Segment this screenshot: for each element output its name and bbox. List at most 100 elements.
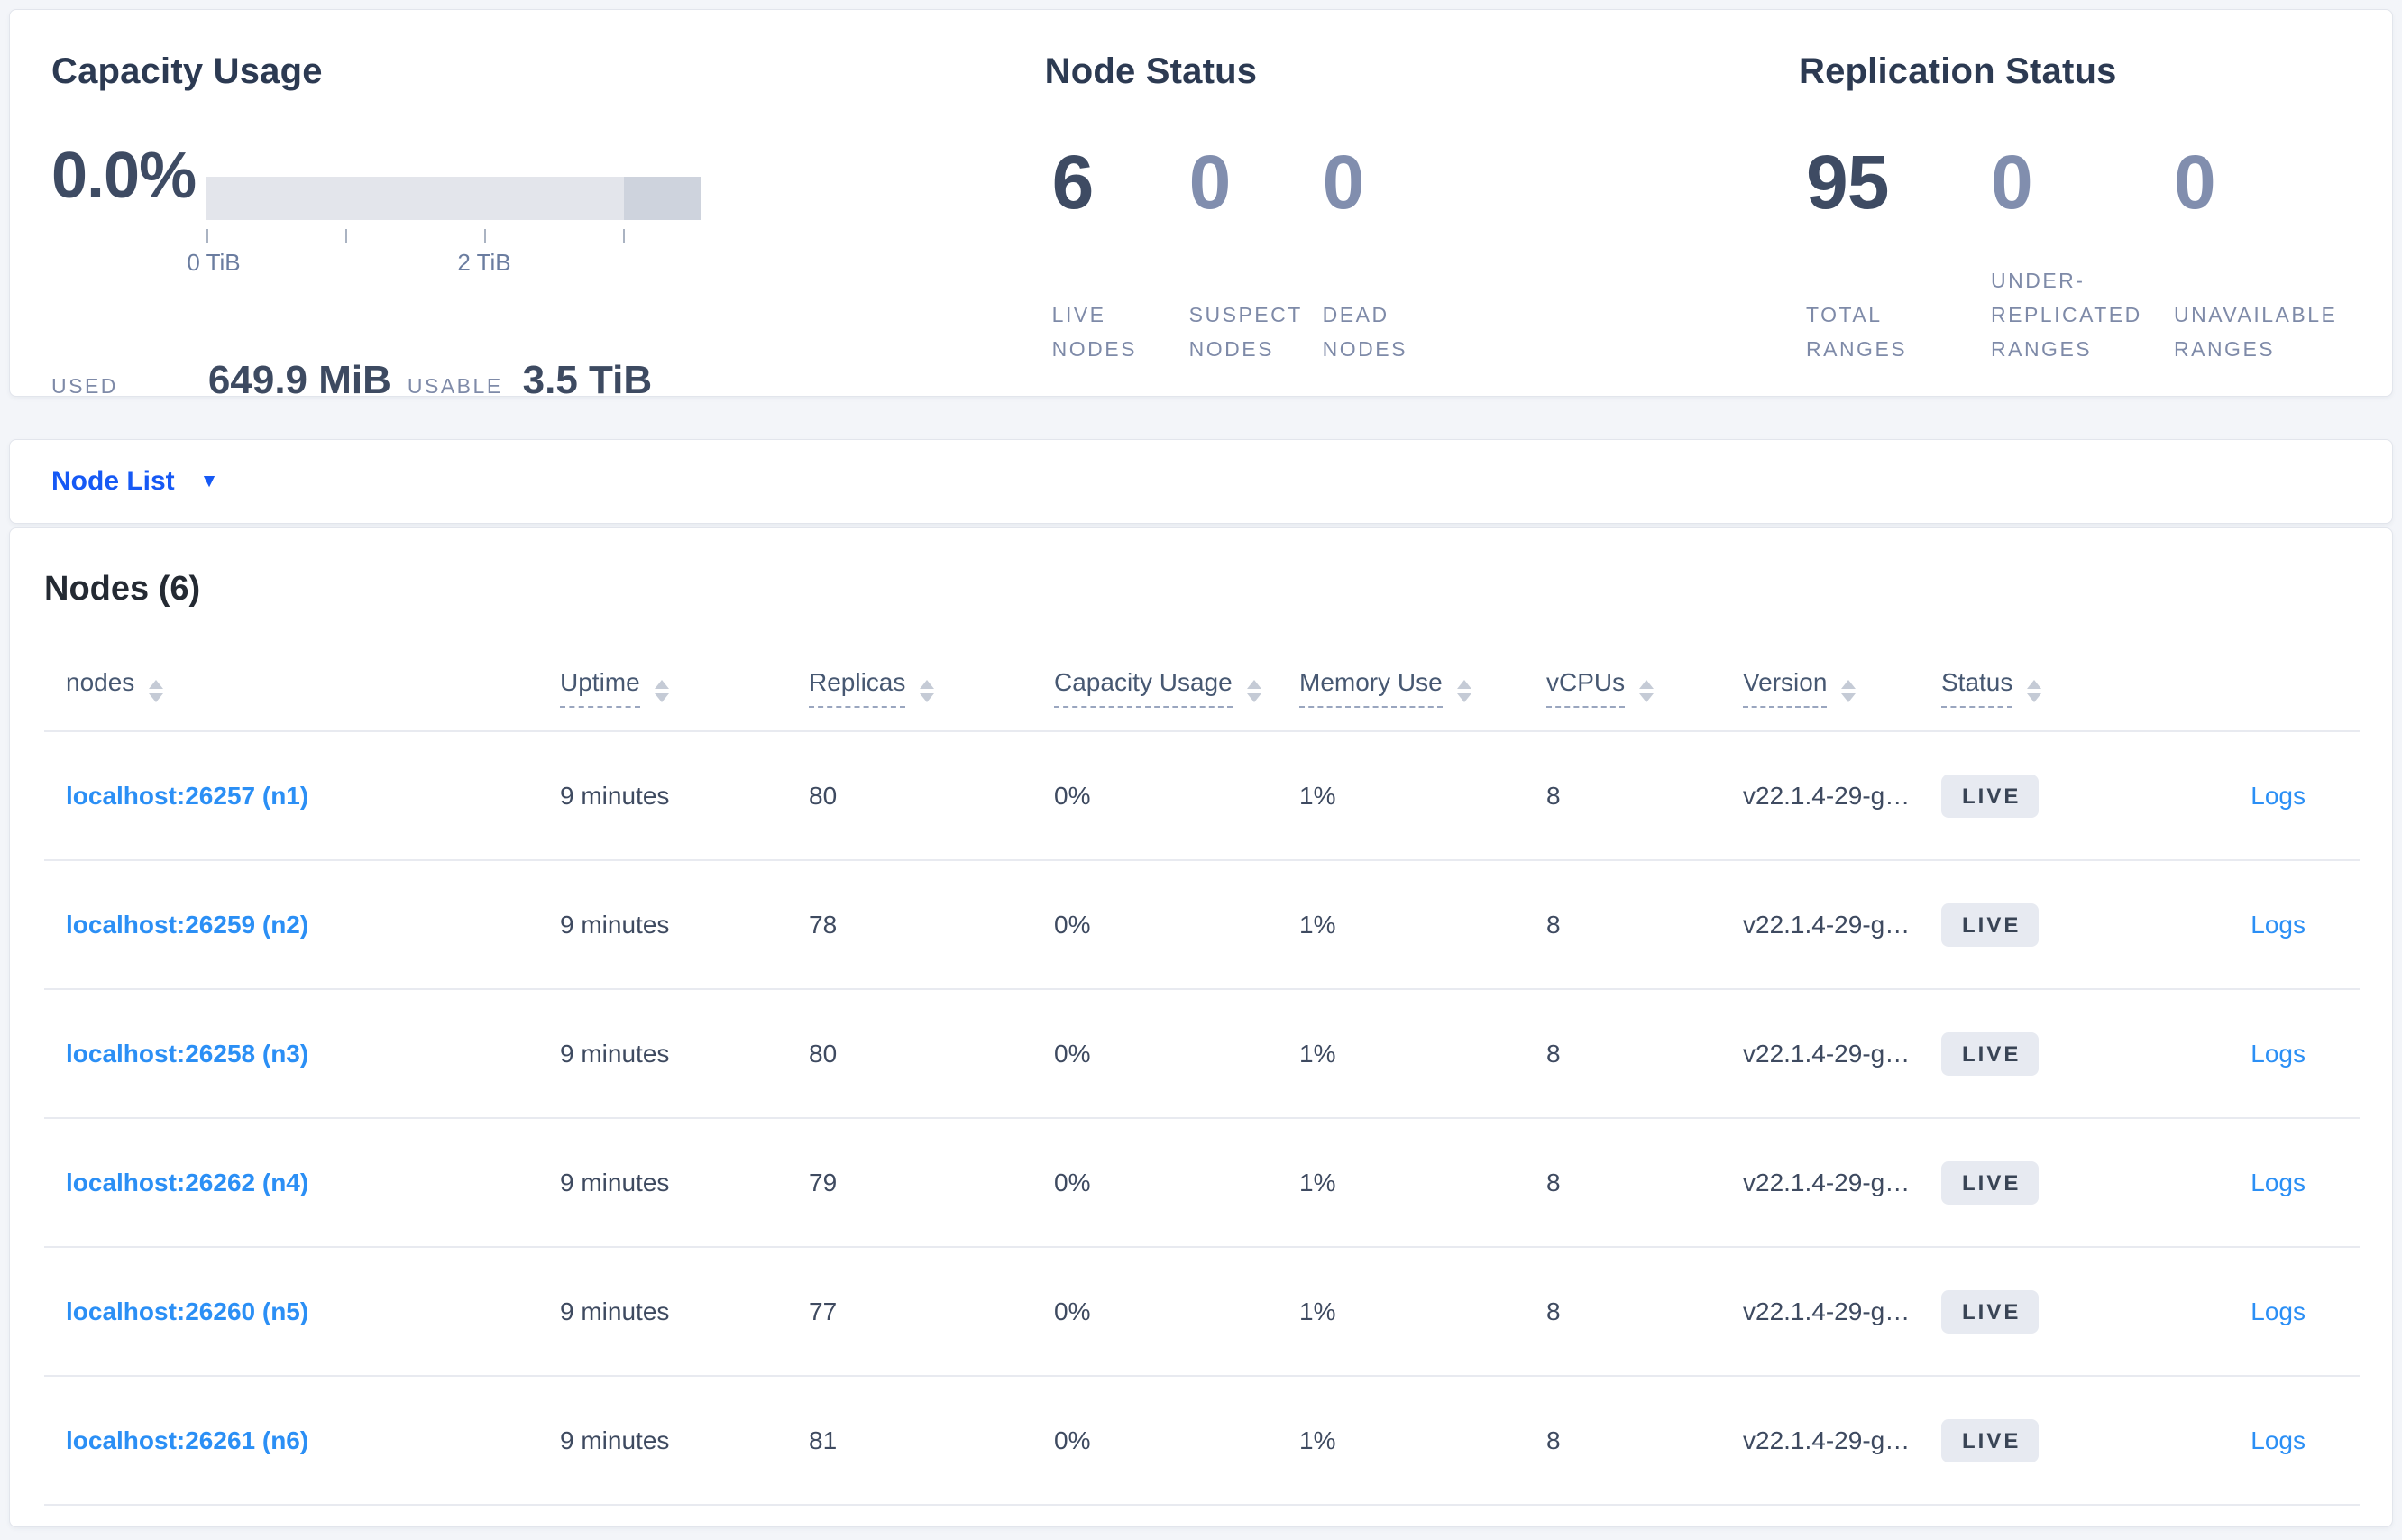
- status-badge: LIVE: [1941, 1160, 2040, 1205]
- replicas-cell: 78: [787, 860, 1032, 990]
- node-status-title: Node Status: [1044, 51, 1258, 91]
- axis-tick-label: 0 TiB: [187, 249, 241, 276]
- table-row: localhost:26259 (n2) 9 minutes 78 0% 1% …: [44, 860, 2360, 990]
- replication-status-title: Replication Status: [1799, 51, 2117, 91]
- node-link[interactable]: localhost:26260 (n5): [66, 1297, 309, 1325]
- axis-tick: [345, 229, 347, 243]
- node-link[interactable]: localhost:26261 (n6): [66, 1425, 309, 1454]
- version-cell: v22.1.4-29-g…: [1721, 1376, 1920, 1506]
- sort-icon: [149, 679, 164, 702]
- usable-value: 3.5 TiB: [522, 358, 653, 402]
- capacity-bar-chart: 0 TiB 2 TiB: [187, 142, 701, 287]
- version-cell: v22.1.4-29-g…: [1721, 1118, 1920, 1248]
- total-ranges-value: 95: [1806, 140, 1889, 225]
- replicas-cell: 79: [787, 1118, 1032, 1248]
- uptime-cell: 9 minutes: [538, 860, 787, 990]
- live-nodes-label: LIVE NODES: [1051, 303, 1137, 361]
- vcpus-cell: 8: [1525, 1118, 1721, 1248]
- dead-nodes-metric: 0 DEAD NODES: [1316, 142, 1451, 366]
- capacity-cell: 0%: [1032, 1247, 1278, 1377]
- node-link[interactable]: localhost:26262 (n4): [66, 1168, 309, 1196]
- capacity-cell: 0%: [1032, 989, 1278, 1119]
- logs-link[interactable]: Logs: [2251, 1425, 2306, 1454]
- axis-tick: [484, 229, 486, 243]
- status-badge: LIVE: [1941, 1031, 2040, 1076]
- view-selector-label: Node List: [51, 466, 175, 496]
- col-header-nodes[interactable]: nodes: [44, 645, 538, 732]
- logs-link[interactable]: Logs: [2251, 1168, 2306, 1196]
- capacity-cell: 0%: [1032, 731, 1278, 861]
- table-header-row: nodes Uptime Replicas Capacity Usage Mem…: [44, 645, 2360, 732]
- used-label: USED: [51, 374, 118, 398]
- table-row: localhost:26262 (n4) 9 minutes 79 0% 1% …: [44, 1118, 2360, 1248]
- capacity-bar: [206, 177, 701, 220]
- uptime-cell: 9 minutes: [538, 1118, 787, 1248]
- memory-cell: 1%: [1278, 989, 1525, 1119]
- memory-cell: 1%: [1278, 1247, 1525, 1377]
- table-row: localhost:26260 (n5) 9 minutes 77 0% 1% …: [44, 1247, 2360, 1377]
- replicas-cell: 80: [787, 989, 1032, 1119]
- unavailable-ranges-value: 0: [2174, 140, 2216, 225]
- usable-label: USABLE: [407, 374, 503, 398]
- replication-status-section: Replication Status 95 TOTAL RANGES 0 UND…: [1799, 51, 2356, 396]
- capacity-usage-section: Capacity Usage 0.0% 0 TiB 2 TiB: [51, 51, 1045, 402]
- col-header-capacity-usage[interactable]: Capacity Usage: [1032, 645, 1278, 732]
- logs-link[interactable]: Logs: [2251, 781, 2306, 810]
- col-header-uptime[interactable]: Uptime: [538, 645, 787, 732]
- col-header-vcpus[interactable]: vCPUs: [1525, 645, 1721, 732]
- node-link[interactable]: localhost:26258 (n3): [66, 1039, 309, 1068]
- nodes-table-title: Nodes (6): [44, 570, 201, 608]
- version-cell: v22.1.4-29-g…: [1721, 860, 1920, 990]
- vcpus-cell: 8: [1525, 731, 1721, 861]
- unavailable-ranges-label: UNAVAILABLE RANGES: [2174, 303, 2338, 361]
- vcpus-cell: 8: [1525, 860, 1721, 990]
- sort-icon: [1841, 679, 1857, 702]
- replicas-cell: 81: [787, 1376, 1032, 1506]
- memory-cell: 1%: [1278, 1376, 1525, 1506]
- total-ranges-label: TOTAL RANGES: [1806, 303, 1908, 361]
- logs-link[interactable]: Logs: [2251, 910, 2306, 939]
- unavailable-ranges-metric: 0 UNAVAILABLE RANGES: [2167, 142, 2356, 366]
- table-row: localhost:26258 (n3) 9 minutes 80 0% 1% …: [44, 989, 2360, 1119]
- nodes-table: nodes Uptime Replicas Capacity Usage Mem…: [44, 645, 2360, 1506]
- sort-icon: [2027, 679, 2042, 702]
- logs-link[interactable]: Logs: [2251, 1297, 2306, 1325]
- memory-cell: 1%: [1278, 860, 1525, 990]
- sort-icon: [1456, 679, 1471, 702]
- capacity-bar-reserved-segment: [624, 177, 701, 220]
- under-replicated-ranges-metric: 0 UNDER-REPLICATED RANGES: [1984, 142, 2167, 366]
- node-link[interactable]: localhost:26257 (n1): [66, 781, 309, 810]
- col-header-status[interactable]: Status: [1920, 645, 2190, 732]
- col-header-logs: [2190, 645, 2360, 732]
- logs-link[interactable]: Logs: [2251, 1039, 2306, 1068]
- used-value: 649.9 MiB: [207, 358, 391, 402]
- dead-nodes-value: 0: [1322, 140, 1365, 225]
- node-link[interactable]: localhost:26259 (n2): [66, 910, 309, 939]
- col-header-memory-use[interactable]: Memory Use: [1278, 645, 1525, 732]
- chevron-down-icon: ▼: [199, 471, 219, 491]
- uptime-cell: 9 minutes: [538, 731, 787, 861]
- vcpus-cell: 8: [1525, 989, 1721, 1119]
- capacity-cell: 0%: [1032, 1118, 1278, 1248]
- uptime-cell: 9 minutes: [538, 989, 787, 1119]
- col-header-version[interactable]: Version: [1721, 645, 1920, 732]
- version-cell: v22.1.4-29-g…: [1721, 731, 1920, 861]
- capacity-usage-title: Capacity Usage: [51, 51, 323, 91]
- col-header-replicas[interactable]: Replicas: [787, 645, 1032, 732]
- capacity-cell: 0%: [1032, 860, 1278, 990]
- sort-icon: [654, 679, 669, 702]
- view-selector-card: Node List ▼: [9, 439, 2393, 524]
- live-nodes-value: 6: [1051, 140, 1095, 225]
- memory-cell: 1%: [1278, 731, 1525, 861]
- sort-icon: [1639, 679, 1655, 702]
- replicas-cell: 80: [787, 731, 1032, 861]
- status-badge: LIVE: [1941, 774, 2040, 818]
- uptime-cell: 9 minutes: [538, 1376, 787, 1506]
- table-row: localhost:26257 (n1) 9 minutes 80 0% 1% …: [44, 731, 2360, 861]
- live-nodes-metric: 6 LIVE NODES: [1045, 142, 1182, 366]
- axis-tick: [206, 229, 208, 243]
- table-row: localhost:26261 (n6) 9 minutes 81 0% 1% …: [44, 1376, 2360, 1506]
- version-cell: v22.1.4-29-g…: [1721, 989, 1920, 1119]
- view-selector-dropdown[interactable]: Node List ▼: [51, 466, 218, 497]
